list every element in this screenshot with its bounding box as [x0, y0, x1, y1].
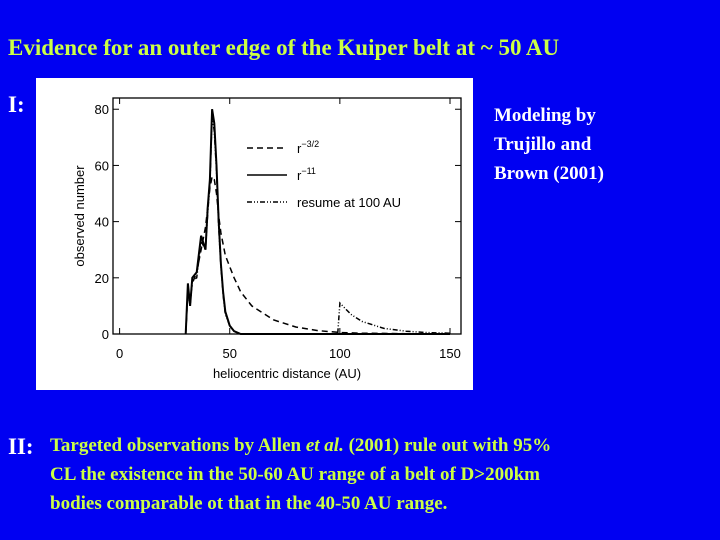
section-label: II: [8, 434, 34, 459]
body-text: Targeted observations by Allen et al. (2… [50, 435, 551, 514]
caption: Modeling by Trujillo and Brown (2001) [494, 105, 604, 184]
data-line [184, 174, 450, 335]
chart: 0 50 100 150 0 20 40 60 80 heliocentric distance … [72, 97, 462, 381]
legend-superscript: −3/2 [301, 139, 319, 149]
x-tick-label: 100 [329, 346, 351, 361]
caption-line: Modeling by [494, 105, 596, 126]
legend-label: r−3/2 [297, 139, 319, 156]
x-tick-label: 0 [116, 346, 123, 361]
legend-name: r [297, 168, 302, 183]
text-segment: Targeted observations by Allen [50, 435, 306, 456]
legend-label: r−11 [297, 166, 316, 183]
legend-superscript: −11 [301, 166, 316, 176]
y-tick-label: 80 [95, 102, 109, 117]
text-segment: bodies comparable ot that in the 40-50 A… [50, 493, 447, 514]
y-tick-label: 0 [102, 327, 109, 342]
y-tick-label: 20 [95, 271, 109, 286]
caption-line: Brown (2001) [494, 163, 604, 184]
legend-name: resume at 100 AU [297, 195, 401, 210]
text-line: CL the existence in the 50-60 AU range o… [50, 464, 540, 485]
text-segment: (2001) rule out with 95% [344, 435, 551, 456]
x-tick-label: 150 [439, 346, 461, 361]
y-axis-label: observed number [72, 165, 87, 267]
text-segment: CL the existence in the 50-60 AU range o… [50, 464, 540, 485]
chart-panel [36, 78, 473, 390]
legend-name: r [297, 141, 302, 156]
caption-line: Trujillo and [494, 134, 592, 155]
x-axis-label: heliocentric distance (AU) [213, 366, 361, 381]
legend-label: resume at 100 AU [297, 195, 401, 210]
section-label: I: [8, 92, 25, 117]
text-line: bodies comparable ot that in the 40-50 A… [50, 493, 447, 514]
slide-title: Evidence for an outer edge of the Kuiper… [8, 35, 560, 60]
x-tick-label: 50 [222, 346, 236, 361]
text-line: Targeted observations by Allen et al. (2… [50, 435, 551, 456]
y-tick-label: 60 [95, 158, 109, 173]
text-segment: et al. [306, 435, 344, 456]
y-tick-label: 40 [95, 215, 109, 230]
